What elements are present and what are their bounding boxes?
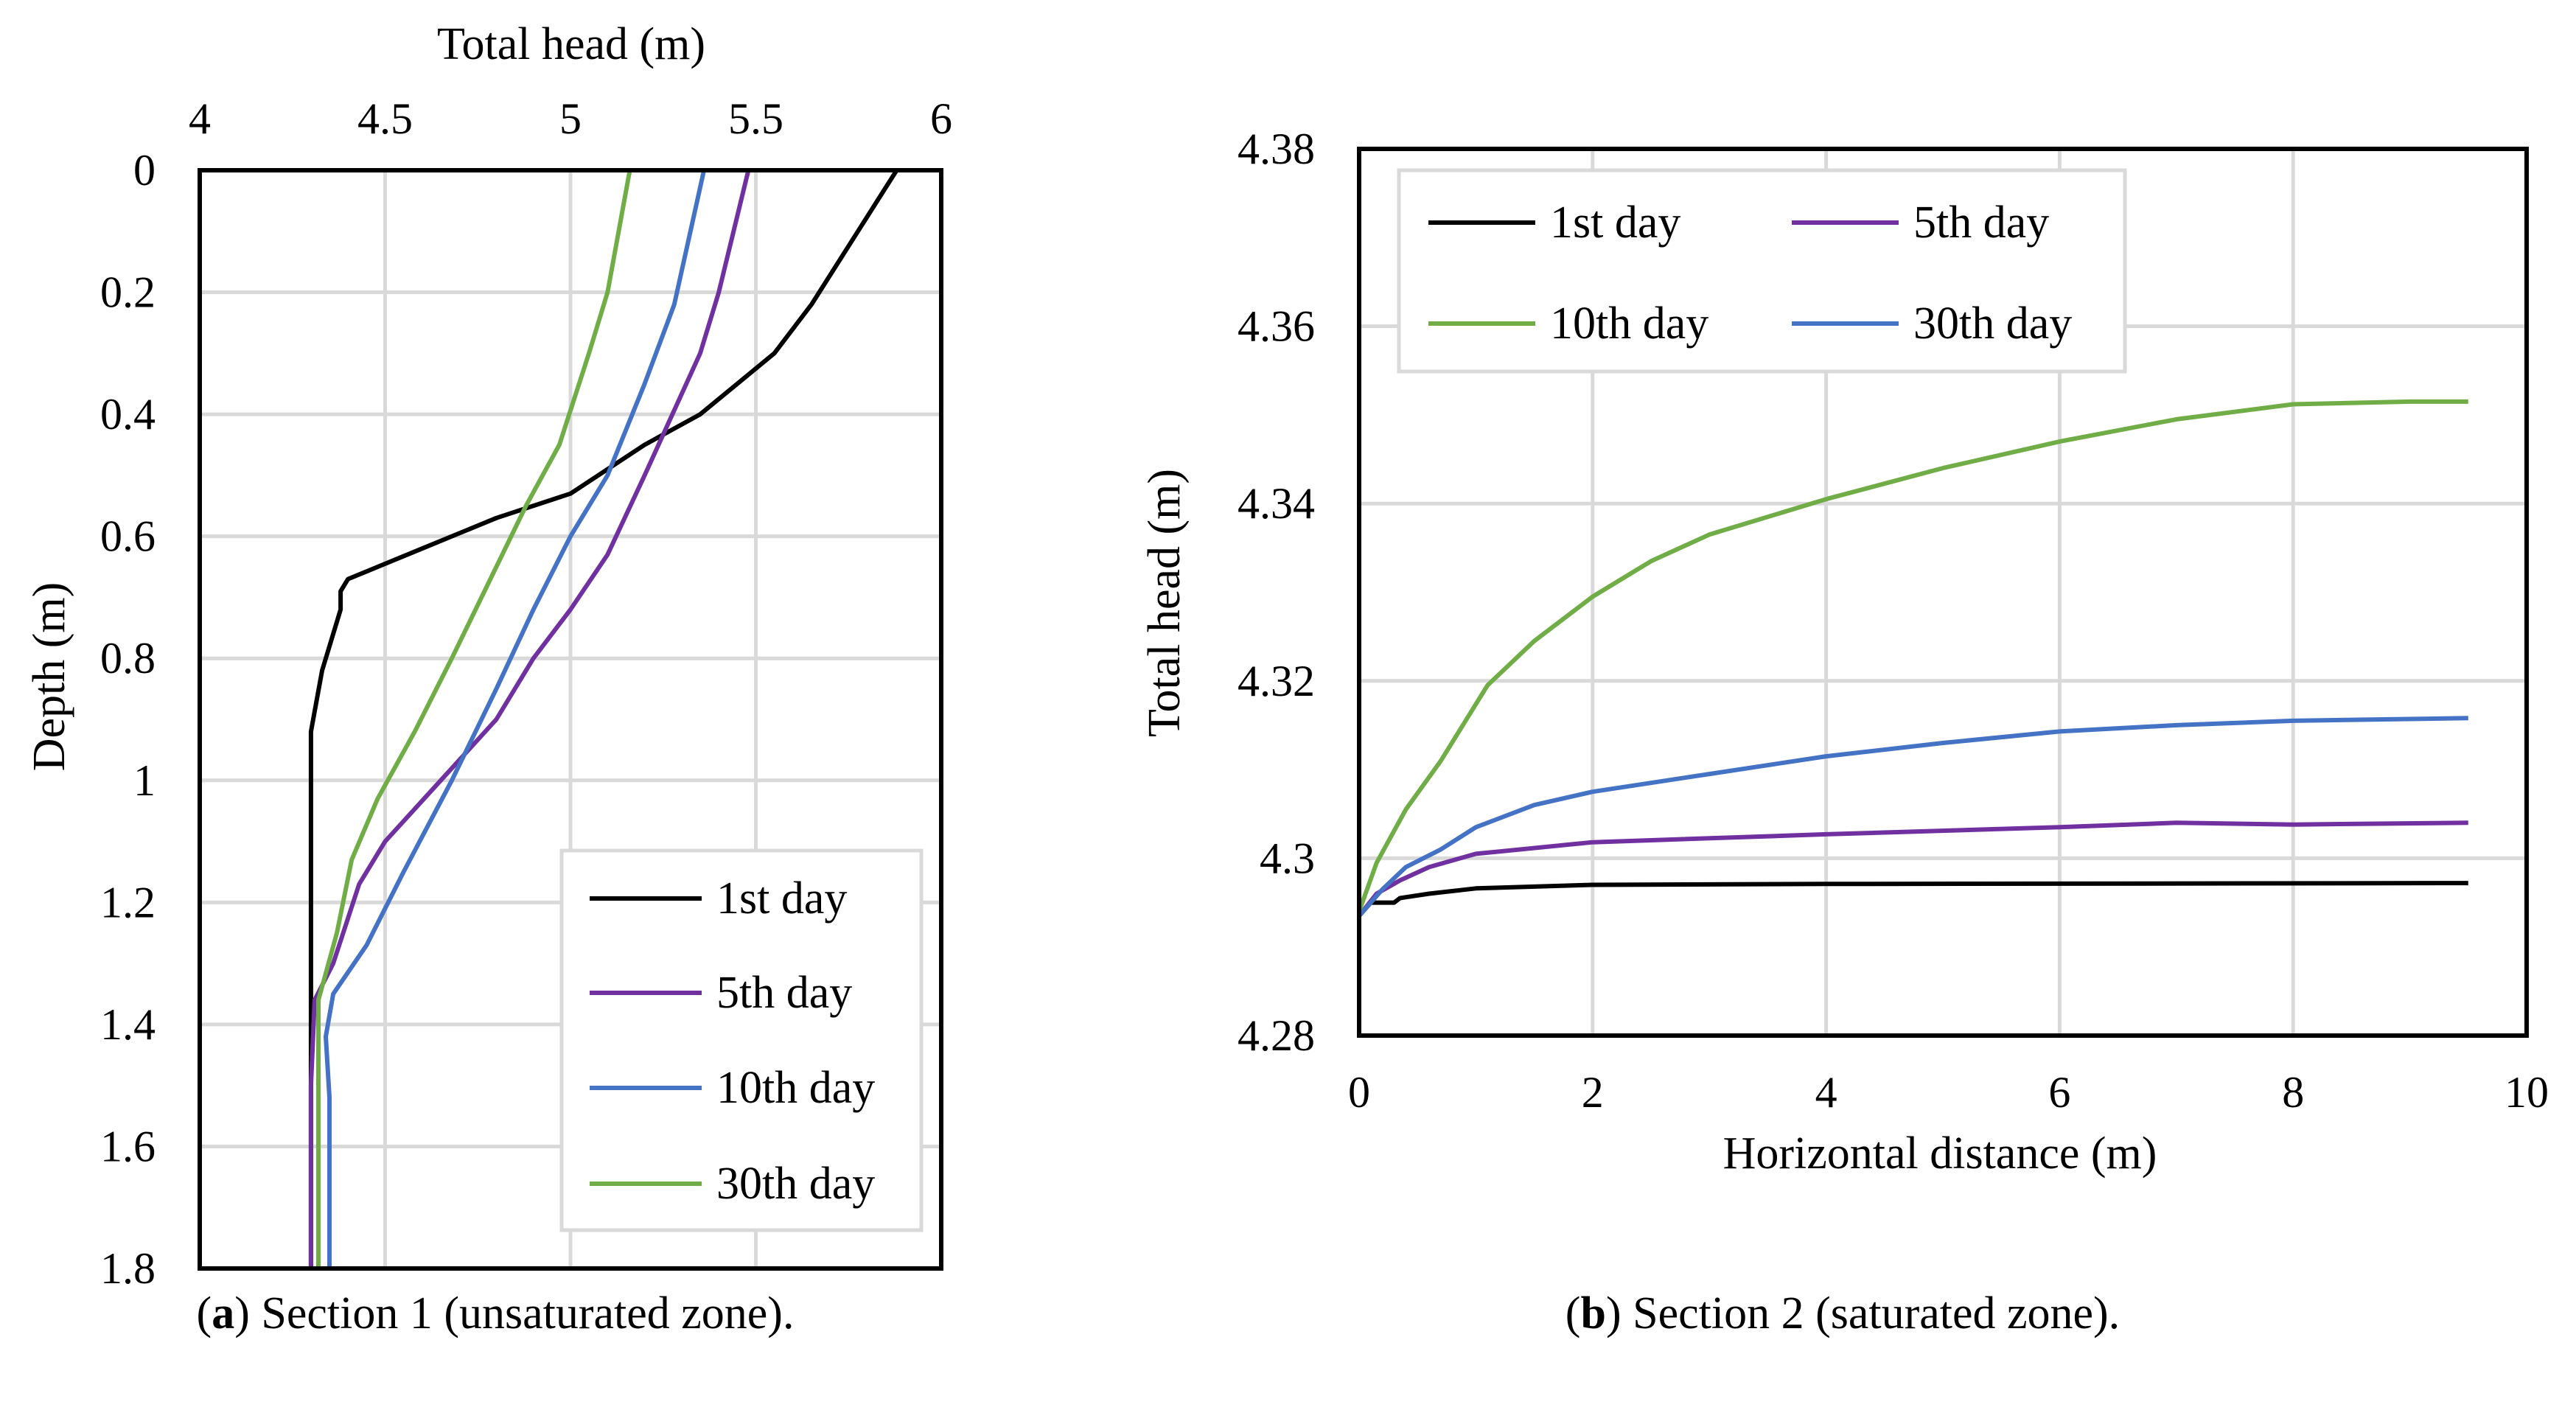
series-line-5th-day [1357, 820, 2468, 918]
legend: 1st day 5th day 10th day 30th day [559, 848, 924, 1232]
x-tick-label: 5.5 [728, 94, 783, 143]
chart-section-1: 4 4.5 5 5.5 6 0 0.2 0.4 0.6 0.8 1 1.2 1.4 1.6 1.8 Total… [24, 19, 952, 1293]
series-line-1st-day [1357, 881, 2468, 918]
y-tick-label: 1.8 [100, 1244, 156, 1293]
y-tick-label: 4.28 [1238, 1011, 1315, 1060]
x-tick-label: 2 [1582, 1068, 1604, 1117]
y-tick-label: 0.6 [100, 512, 156, 561]
legend-label: 5th day [716, 968, 852, 1018]
y-tick-label: 1.2 [100, 878, 156, 926]
caption-a-text: Section 1 (unsaturated zone). [250, 1288, 795, 1339]
legend-label: 10th day [1550, 299, 1708, 349]
series-line-10th-day [1357, 399, 2468, 912]
y-tick-label: 0.8 [100, 634, 156, 683]
series-line-30th-day [316, 170, 632, 1268]
y-tick-label: 4.36 [1238, 302, 1315, 351]
plot-frame [198, 168, 943, 1271]
caption-b-text: Section 2 (saturated zone). [1622, 1288, 2121, 1339]
legend-label: 1st day [716, 873, 847, 924]
x-tick-label: 5 [559, 94, 582, 143]
caption-a: (a) Section 1 (unsaturated zone). [197, 1288, 795, 1339]
x-tick-label: 8 [2282, 1068, 2304, 1117]
y-tick-label: 0.4 [100, 390, 156, 439]
legend-label: 30th day [716, 1159, 875, 1209]
caption-a-label: a [212, 1288, 234, 1339]
y-tick-label: 0 [133, 146, 156, 195]
legend-label: 10th day [716, 1063, 875, 1113]
y-axis-title: Total head (m) [1139, 469, 1190, 737]
plot-frame [1357, 147, 2529, 1038]
series-line-1st-day [308, 169, 899, 1268]
x-tick-label: 4.5 [357, 94, 413, 143]
y-tick-label: 4.32 [1238, 657, 1315, 705]
legend-box [1397, 168, 2127, 374]
legend-label: 30th day [1913, 299, 2072, 349]
series-line-30th-day [1357, 716, 2468, 918]
y-tick-label: 1.4 [100, 1000, 156, 1049]
x-tick-label: 4 [1815, 1068, 1837, 1117]
x-axis-title: Horizontal distance (m) [1723, 1128, 2157, 1179]
x-tick-label: 4 [189, 94, 211, 143]
y-tick-label: 1.6 [100, 1122, 156, 1170]
chart-section-2: 0 2 4 6 8 10 4.28 4.3 4.32 4.34 4.36 4.38 Horizontal… [1139, 125, 2549, 1179]
y-tick-label: 4.34 [1238, 479, 1315, 528]
y-axis-title: Depth (m) [24, 582, 74, 772]
legend-box [559, 848, 924, 1232]
x-tick-label: 6 [2048, 1068, 2070, 1117]
caption-b: (b) Section 2 (saturated zone). [1566, 1288, 2120, 1339]
caption-b-label: b [1580, 1288, 1605, 1339]
x-axis-title: Total head (m) [437, 19, 705, 69]
series-line-10th-day [324, 170, 707, 1268]
y-tick-label: 1 [133, 756, 156, 805]
legend-label: 1st day [1550, 198, 1680, 248]
x-tick-label: 10 [2505, 1068, 2549, 1117]
legend: 1st day 5th day 10th day 30th day [1397, 168, 2127, 374]
x-tick-label: 0 [1348, 1068, 1370, 1117]
y-tick-label: 4.3 [1260, 834, 1315, 882]
x-tick-label: 6 [930, 94, 952, 143]
legend-label: 5th day [1913, 198, 2049, 248]
y-tick-label: 0.2 [100, 268, 156, 317]
y-tick-label: 4.38 [1238, 125, 1315, 173]
